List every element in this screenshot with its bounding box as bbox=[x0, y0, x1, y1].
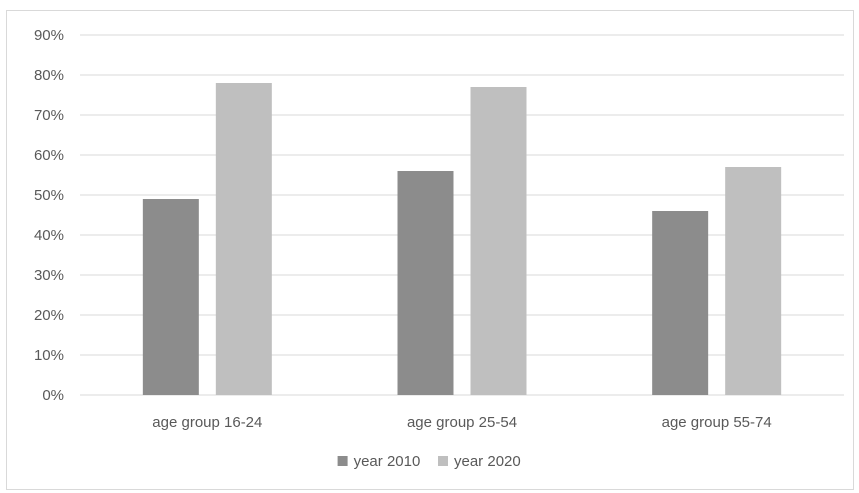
y-tick-label: 40% bbox=[34, 227, 64, 244]
bar-year-2020-0 bbox=[215, 83, 272, 395]
legend-label: year 2020 bbox=[454, 453, 521, 470]
legend-swatch bbox=[337, 456, 348, 466]
y-axis-tick-labels: 0% 10% 20% 30% 40% 50% 60% 70% 80% 90% bbox=[34, 27, 64, 404]
x-category-label: age group 16-24 bbox=[152, 414, 262, 431]
bars bbox=[142, 83, 782, 395]
legend-swatch bbox=[438, 456, 448, 466]
bar-year-2010-2 bbox=[652, 211, 709, 395]
legend-label: year 2010 bbox=[354, 453, 421, 470]
y-tick-label: 90% bbox=[34, 27, 64, 44]
x-category-label: age group 25-54 bbox=[407, 414, 517, 431]
bar-year-2010-1 bbox=[397, 171, 454, 395]
gridlines bbox=[80, 34, 844, 396]
y-tick-label: 70% bbox=[34, 107, 64, 124]
legend: year 2010 year 2020 bbox=[337, 453, 521, 470]
x-axis-category-labels: age group 16-24 age group 25-54 age group … bbox=[152, 414, 771, 431]
y-tick-label: 50% bbox=[34, 187, 64, 204]
x-category-label: age group 55-74 bbox=[662, 414, 772, 431]
y-tick-label: 20% bbox=[34, 307, 64, 324]
y-tick-label: 10% bbox=[34, 347, 64, 364]
bar-year-2010-0 bbox=[142, 199, 199, 395]
y-tick-label: 60% bbox=[34, 147, 64, 164]
y-tick-label: 30% bbox=[34, 267, 64, 284]
bar-year-2020-1 bbox=[470, 87, 527, 395]
y-tick-label: 80% bbox=[34, 67, 64, 84]
bar-year-2020-2 bbox=[725, 167, 782, 395]
y-tick-label: 0% bbox=[42, 387, 64, 404]
